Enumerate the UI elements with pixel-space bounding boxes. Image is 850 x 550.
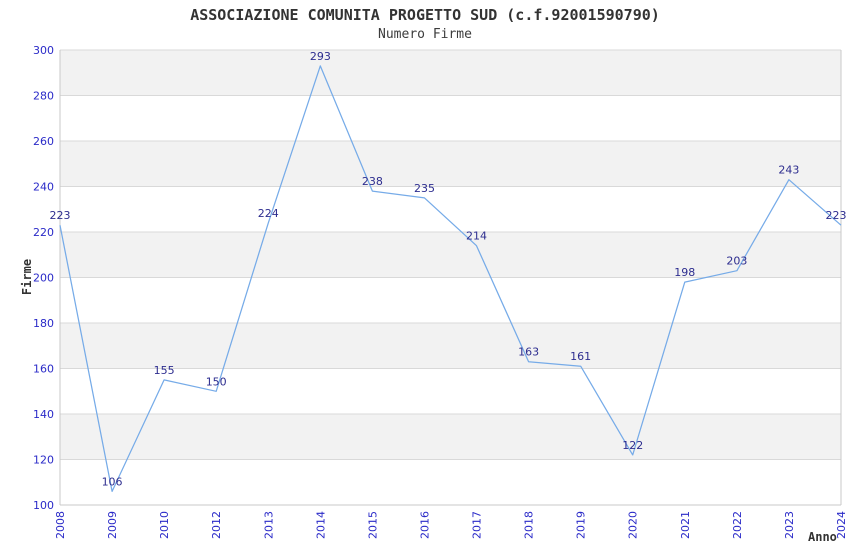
grid-band bbox=[60, 141, 841, 187]
grid-band bbox=[60, 414, 841, 460]
data-point-label: 122 bbox=[622, 439, 643, 452]
y-tick-label: 300 bbox=[33, 44, 54, 57]
x-tick-label: 2017 bbox=[471, 511, 484, 539]
data-point-label: 223 bbox=[826, 209, 847, 222]
data-point-label: 224 bbox=[258, 207, 279, 220]
x-tick-label: 2016 bbox=[418, 511, 431, 539]
y-tick-label: 180 bbox=[33, 317, 54, 330]
data-point-label: 214 bbox=[466, 230, 487, 243]
data-point-label: 243 bbox=[778, 164, 799, 177]
x-axis-title: Anno bbox=[808, 530, 837, 544]
x-tick-label: 2013 bbox=[262, 511, 275, 539]
data-point-label: 161 bbox=[570, 350, 591, 363]
y-tick-label: 200 bbox=[33, 272, 54, 285]
y-tick-label: 260 bbox=[33, 135, 54, 148]
y-tick-label: 220 bbox=[33, 226, 54, 239]
y-tick-label: 120 bbox=[33, 454, 54, 467]
x-tick-label: 2019 bbox=[575, 511, 588, 539]
y-tick-label: 140 bbox=[33, 408, 54, 421]
data-point-label: 235 bbox=[414, 182, 435, 195]
x-tick-label: 2022 bbox=[731, 511, 744, 539]
grid-band bbox=[60, 232, 841, 278]
x-tick-label: 2021 bbox=[679, 511, 692, 539]
x-tick-label: 2015 bbox=[366, 511, 379, 539]
grid-band bbox=[60, 50, 841, 96]
y-tick-label: 280 bbox=[33, 90, 54, 103]
x-tick-label: 2008 bbox=[54, 511, 67, 539]
x-tick-label: 2020 bbox=[627, 511, 640, 539]
data-point-label: 155 bbox=[154, 364, 175, 377]
x-tick-label: 2009 bbox=[106, 511, 119, 539]
y-tick-label: 100 bbox=[33, 499, 54, 512]
y-tick-label: 160 bbox=[33, 363, 54, 376]
chart-title: ASSOCIAZIONE COMUNITA PROGETTO SUD (c.f.… bbox=[190, 6, 660, 24]
data-point-label: 163 bbox=[518, 346, 539, 359]
x-tick-label: 2023 bbox=[783, 511, 796, 539]
x-tick-label: 2024 bbox=[835, 511, 848, 539]
chart-subtitle: Numero Firme bbox=[378, 27, 472, 42]
x-tick-label: 2012 bbox=[210, 511, 223, 539]
data-point-label: 198 bbox=[674, 266, 695, 279]
x-tick-label: 2010 bbox=[158, 511, 171, 539]
data-point-label: 238 bbox=[362, 175, 383, 188]
grid-band bbox=[60, 323, 841, 369]
data-point-label: 293 bbox=[310, 50, 331, 63]
series-line bbox=[59, 65, 842, 493]
data-point-label: 223 bbox=[50, 209, 71, 222]
data-point-label: 150 bbox=[206, 375, 227, 388]
x-tick-label: 2014 bbox=[314, 511, 327, 539]
data-point-label: 203 bbox=[726, 255, 747, 268]
data-point-label: 106 bbox=[102, 475, 123, 488]
y-tick-label: 240 bbox=[33, 181, 54, 194]
x-tick-label: 2018 bbox=[523, 511, 536, 539]
